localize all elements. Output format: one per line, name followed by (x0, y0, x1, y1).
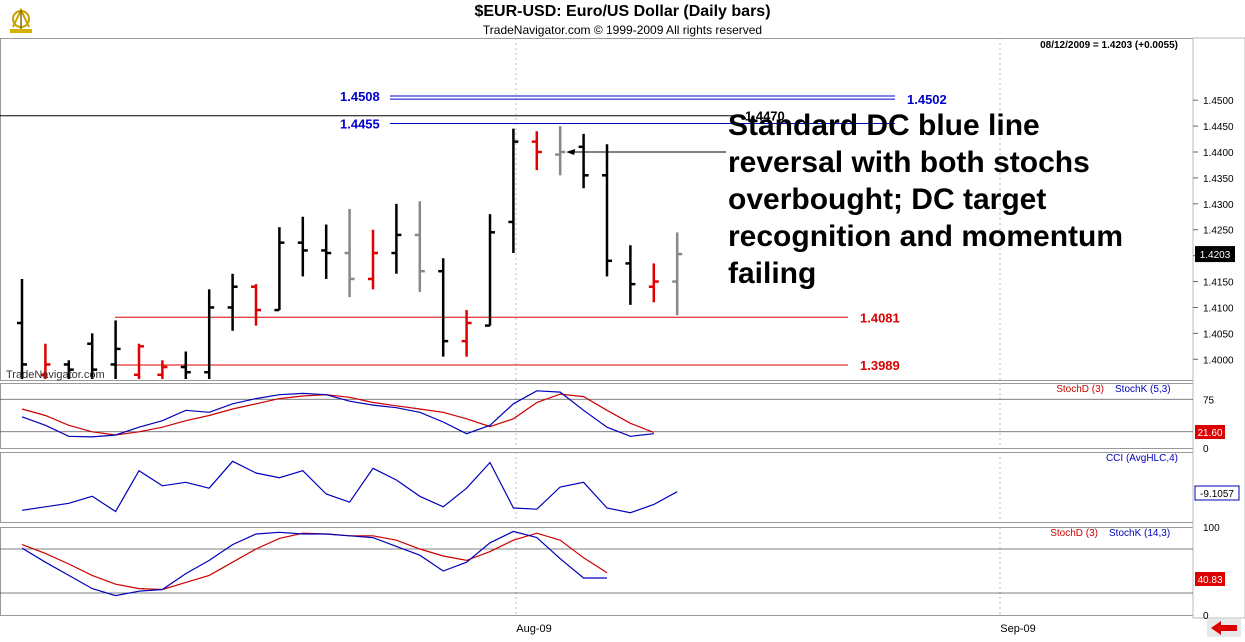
stoch2-value-tag (1195, 572, 1225, 586)
y-tick-label: 1.4050 (1203, 329, 1234, 340)
ohlc-bar (87, 333, 98, 379)
ohlc-bar (180, 351, 191, 379)
legend-stochk: StochK (5,3) (1115, 384, 1171, 395)
ohlc-bar (485, 214, 495, 327)
y-tick-label: 1.4350 (1203, 174, 1234, 185)
legend-stochk: StochK (14,3) (1109, 528, 1170, 539)
ohlc-bar (531, 131, 542, 171)
panel-frame (0, 452, 1194, 523)
panel-frame (0, 383, 1194, 449)
panel-frame (0, 38, 1194, 381)
annotation-text: reversal with both stochs (728, 146, 1090, 179)
right-axis-background (1192, 37, 1245, 619)
ohlc-bar (17, 278, 27, 379)
annotation-text: recognition and momentum (728, 220, 1123, 253)
ohlc-bar (508, 128, 519, 254)
ohlc-bar (625, 245, 636, 305)
x-tick-label: Aug-09 (516, 623, 551, 635)
ohlc-bar (297, 216, 308, 277)
y-tick-label: 0 (1203, 444, 1209, 455)
y-tick-label: 100 (1203, 523, 1220, 534)
ohlc-bar (251, 284, 261, 326)
y-tick-label: 75 (1203, 395, 1215, 406)
ohlc-bar (414, 201, 425, 292)
sextant-logo-icon[interactable] (4, 4, 38, 41)
annotation-text: Standard DC blue line (728, 109, 1040, 142)
x-tick-label: Sep-09 (1000, 623, 1035, 635)
legend-stochd: StochD (3) (1050, 528, 1098, 539)
ohlc-bar (578, 133, 589, 189)
annotation-text: failing (728, 257, 816, 290)
ohlc-bar (391, 203, 402, 274)
ohlc-bar (555, 126, 566, 176)
ohlc-bar (344, 209, 355, 298)
ohlc-bar (40, 343, 51, 379)
y-tick-label: 1.4000 (1203, 355, 1234, 366)
ohlc-bar (648, 263, 659, 303)
stoch2-value: 40.83 (1197, 575, 1222, 586)
back-arrow-icon[interactable] (1207, 619, 1241, 642)
ohlc-bar (368, 229, 378, 290)
y-tick-label: 1.4450 (1203, 122, 1234, 133)
legend-stochd: StochD (3) (1056, 384, 1104, 395)
stochk-line (21, 530, 607, 597)
ohlc-bar (438, 258, 449, 357)
ohlc-bar (110, 320, 121, 379)
y-tick-label: 1.4400 (1203, 148, 1234, 159)
ohlc-bar (461, 310, 472, 357)
ohlc-bar (134, 343, 144, 379)
price-readout: 08/12/2009 = 1.4203 (+0.0055) (1040, 40, 1178, 51)
ohlc-bar (672, 232, 683, 316)
panel-frame (0, 527, 1194, 616)
ohlc-bar (602, 144, 612, 277)
y-tick-label: 1.4150 (1203, 278, 1234, 289)
stochd-line (21, 393, 655, 436)
ohlc-bar (227, 273, 238, 331)
y-tick-label: 1.4100 (1203, 303, 1234, 314)
level-label: 1.4455 (340, 117, 380, 132)
level-label: 1.4470 (745, 109, 785, 124)
ohlc-bar (157, 360, 168, 379)
legend-cci: CCI (AvgHLC,4) (1106, 453, 1178, 464)
last-price-tag (1195, 246, 1235, 263)
ohlc-bar (274, 227, 285, 312)
chart-title: $EUR-USD: Euro/US Dollar (Daily bars) (474, 3, 771, 20)
ohlc-bar (321, 224, 332, 279)
cci-value-tag (1194, 485, 1240, 501)
y-tick-label: 0 (1203, 611, 1209, 622)
annotation-arrowhead (566, 149, 576, 155)
annotation-text: overbought; DC target (728, 183, 1046, 216)
cci-value: -9.1057 (1200, 489, 1234, 500)
ohlc-bar (63, 360, 74, 379)
watermark: TradeNavigator.com (6, 369, 105, 381)
stoch1-value-tag (1195, 425, 1225, 439)
ohlc-bar (204, 289, 215, 379)
y-tick-label: 1.4300 (1203, 200, 1234, 211)
level-label: 1.4081 (860, 310, 900, 325)
stochk-line (21, 390, 654, 438)
chart-subtitle: TradeNavigator.com © 1999-2009 All right… (482, 23, 763, 37)
level-label: 1.4502 (907, 92, 947, 107)
cci-line (21, 460, 678, 514)
y-tick-label: 1.4500 (1203, 96, 1234, 107)
level-label: 1.4508 (340, 89, 380, 104)
level-label: 1.3989 (860, 358, 900, 373)
stoch1-value: 21.60 (1197, 428, 1222, 439)
y-tick-label: 1.4250 (1203, 226, 1234, 237)
last-price-label: 1.4203 (1200, 250, 1231, 261)
